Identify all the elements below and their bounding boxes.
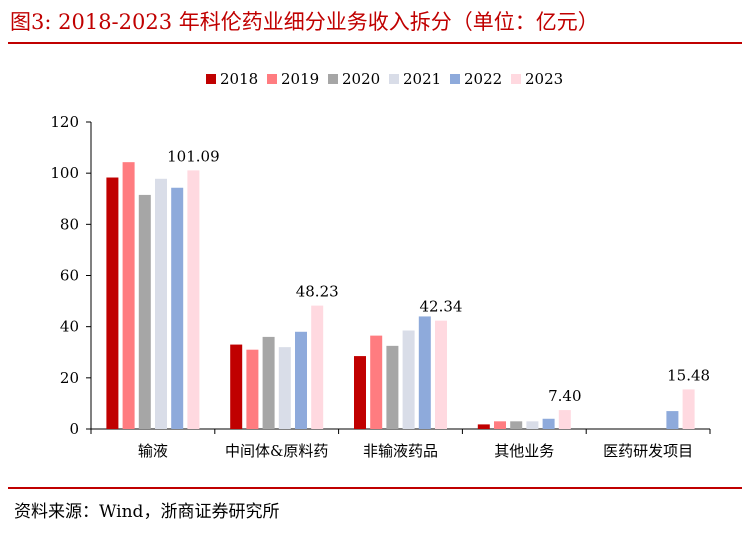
legend-swatch xyxy=(206,74,216,84)
x-tick-label: 医药研发项目 xyxy=(603,442,693,460)
bar-2021 xyxy=(402,330,415,429)
legend-swatch xyxy=(267,74,277,84)
x-tick-label: 其他业务 xyxy=(494,442,554,460)
x-tick-label: 中间体&原料药 xyxy=(225,442,328,460)
bar-2018 xyxy=(477,424,490,429)
data-label: 15.48 xyxy=(667,366,710,384)
bar-2020 xyxy=(386,345,399,429)
legend-swatch xyxy=(511,74,521,84)
bar-2021 xyxy=(278,347,291,429)
y-tick-label: 40 xyxy=(60,318,79,336)
y-tick-label: 60 xyxy=(60,267,79,285)
bar-2023 xyxy=(435,320,447,429)
bar-2018 xyxy=(354,356,366,429)
bar-2021 xyxy=(155,178,167,429)
y-tick-label: 20 xyxy=(60,369,79,387)
legend-label: 2021 xyxy=(403,70,441,88)
data-label: 48.23 xyxy=(296,283,339,301)
source-divider xyxy=(8,487,742,489)
data-label: 101.09 xyxy=(167,147,220,165)
legend-swatch xyxy=(450,74,460,84)
bar-2019 xyxy=(246,349,259,429)
y-tick-label: 0 xyxy=(69,420,79,438)
legend-swatch xyxy=(328,74,338,84)
y-tick-label: 80 xyxy=(60,215,79,233)
bar-2021 xyxy=(526,421,539,429)
legend-label: 2022 xyxy=(464,70,502,88)
legend-label: 2020 xyxy=(342,70,380,88)
bar-2022 xyxy=(542,418,555,429)
bar-2023 xyxy=(558,410,571,429)
source-note: 资料来源：Wind，浙商证券研究所 xyxy=(14,502,280,522)
bar-2022 xyxy=(666,411,679,429)
legend-label: 2018 xyxy=(220,70,258,88)
x-tick-label: 输液 xyxy=(138,442,168,460)
bar-2022 xyxy=(295,331,307,429)
axes: 0 20 40 60 80 100 120 输液 中间体&原料药 非输液药品 其他业务 医药研发项目 xyxy=(50,113,711,460)
bar-2020 xyxy=(510,421,523,429)
bar-2022 xyxy=(171,187,184,429)
bar-2018 xyxy=(230,344,243,429)
y-tick-label: 120 xyxy=(50,113,79,131)
legend-swatch xyxy=(389,74,399,84)
bar-2020 xyxy=(138,194,151,429)
bar-2023 xyxy=(311,305,324,429)
legend-label: 2019 xyxy=(281,70,319,88)
title-divider xyxy=(8,42,742,44)
bar-2018 xyxy=(106,177,119,429)
legend-label: 2023 xyxy=(525,70,563,88)
legend: 2018 2019 2020 2021 2022 2023 xyxy=(206,70,563,88)
bars xyxy=(106,162,695,429)
data-label: 42.34 xyxy=(420,298,463,316)
bar-2019 xyxy=(370,335,383,429)
bar-2019 xyxy=(494,421,506,429)
chart-title: 图3: 2018-2023 年科伦药业细分业务收入拆分（单位：亿元） xyxy=(10,10,599,34)
y-tick-label: 100 xyxy=(50,164,79,182)
bar-2023 xyxy=(682,389,695,429)
bar-2023 xyxy=(187,170,200,429)
data-labels: 101.09 48.23 42.34 7.40 15.48 xyxy=(167,147,710,405)
x-tick-label: 非输液药品 xyxy=(363,442,438,460)
data-label: 7.40 xyxy=(548,387,581,405)
bar-2020 xyxy=(262,336,275,429)
bar-2019 xyxy=(122,162,135,429)
bar-2022 xyxy=(418,316,431,429)
